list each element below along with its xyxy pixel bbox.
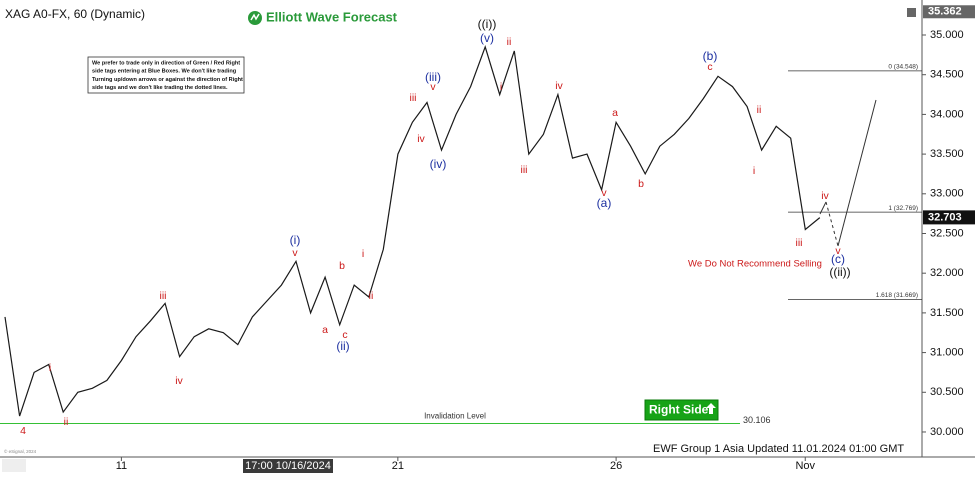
wave-label: i: [49, 362, 51, 374]
invalidation-text: Invalidation Level: [424, 412, 486, 421]
wave-label: (ii): [336, 339, 349, 353]
wave-label: ((i)): [478, 17, 497, 31]
x-tick-label: Nov: [795, 460, 815, 472]
wave-label: ((ii)): [829, 265, 850, 279]
footer: EWF Group 1 Asia Updated 11.01.2024 01:0…: [653, 443, 904, 455]
last-tag: 32.703: [928, 211, 962, 223]
wave-label: v: [430, 81, 436, 93]
wave-label: i: [362, 248, 364, 260]
wave-label: 4: [20, 425, 26, 437]
scroll-icon: [2, 459, 26, 472]
wave-label: a: [322, 324, 328, 336]
high-tag: 35.362: [928, 6, 962, 18]
wave-label: (v): [480, 31, 494, 45]
price-line: [4, 45, 821, 417]
wave-label: v: [601, 187, 607, 199]
wave-label: ii: [64, 416, 69, 428]
wave-label: ii: [369, 290, 374, 302]
x-tick-label: 26: [610, 460, 622, 472]
wave-label: (i): [290, 233, 301, 247]
wave-label: iv: [821, 190, 829, 202]
wave-label: b: [339, 260, 345, 272]
wave-label: iv: [417, 133, 425, 145]
settings-icon: [907, 8, 916, 17]
right-side-box: [644, 399, 719, 421]
note-line: We prefer to trade only in direction of …: [92, 60, 240, 66]
y-tick-label: 34.500: [930, 69, 964, 81]
invalidation-value: 30.106: [743, 415, 771, 425]
y-tick-label: 33.500: [930, 148, 964, 160]
x-tick-label: 21: [392, 460, 404, 472]
crosshair-box: [243, 459, 333, 473]
y-tick-label: 30.500: [930, 386, 964, 398]
wave-label: (c): [831, 252, 845, 266]
note-box: [87, 56, 245, 94]
crosshair-label: 17:00 10/16/2024: [245, 460, 331, 472]
copyright: © eSignal, 2024: [4, 448, 37, 454]
wave-label: (a): [597, 196, 612, 210]
projection-line: [837, 99, 877, 247]
note-line: Turning up/down arrows or against the di…: [92, 77, 243, 83]
high-tag-box: [923, 5, 975, 19]
wave-label: i: [500, 81, 502, 93]
wave-label: (iv): [430, 157, 447, 171]
wave-label: iii: [410, 92, 417, 104]
note-line: side tags and we don't like trading the …: [92, 85, 228, 91]
chart-title: XAG A0-FX, 60 (Dynamic): [5, 7, 145, 21]
projection-dotted: [825, 201, 839, 247]
y-tick-label: 31.000: [930, 346, 964, 358]
y-tick-label: 34.000: [930, 108, 964, 120]
wave-label: i: [753, 165, 755, 177]
y-tick-label: 30.000: [930, 426, 964, 438]
y-tick-label: 32.500: [930, 227, 964, 239]
wave-label: (b): [703, 49, 718, 63]
wave-label: iv: [175, 375, 183, 387]
fib-label: 1.618 (31.669): [876, 292, 918, 299]
wave-label: iii: [160, 290, 167, 302]
last-tag-box: [923, 210, 975, 225]
y-tick-label: 32.000: [930, 267, 964, 279]
wave-label: v: [292, 247, 298, 259]
logo-wave: [250, 13, 260, 21]
y-tick-label: 35.000: [930, 29, 964, 41]
wave-label: a: [612, 107, 618, 119]
note-line: side tags entering at Blue Boxes. We don…: [92, 69, 237, 75]
x-tick-label: 11: [116, 460, 127, 472]
logo-text: Elliott Wave Forecast: [266, 9, 398, 24]
fib-label: 1 (32.769): [888, 205, 918, 212]
wave-label: v: [835, 245, 841, 257]
wave-label: ii: [507, 36, 512, 48]
y-tick-label: 31.500: [930, 307, 964, 319]
wave-label: iii: [796, 237, 803, 249]
wave-label: iii: [521, 164, 528, 176]
right-side-label: Right Side: [649, 403, 709, 417]
fib-label: 0 (34.548): [888, 64, 918, 71]
wave-label: ii: [757, 104, 762, 116]
wave-label: c: [707, 61, 712, 73]
recommendation: We Do Not Recommend Selling: [688, 259, 822, 270]
wave-label: c: [342, 329, 347, 341]
wave-label: iv: [555, 80, 563, 92]
y-tick-label: 33.000: [930, 188, 964, 200]
wave-label: (iii): [425, 70, 441, 84]
wave-label: b: [638, 178, 644, 190]
right-side-arrow: [706, 403, 716, 414]
